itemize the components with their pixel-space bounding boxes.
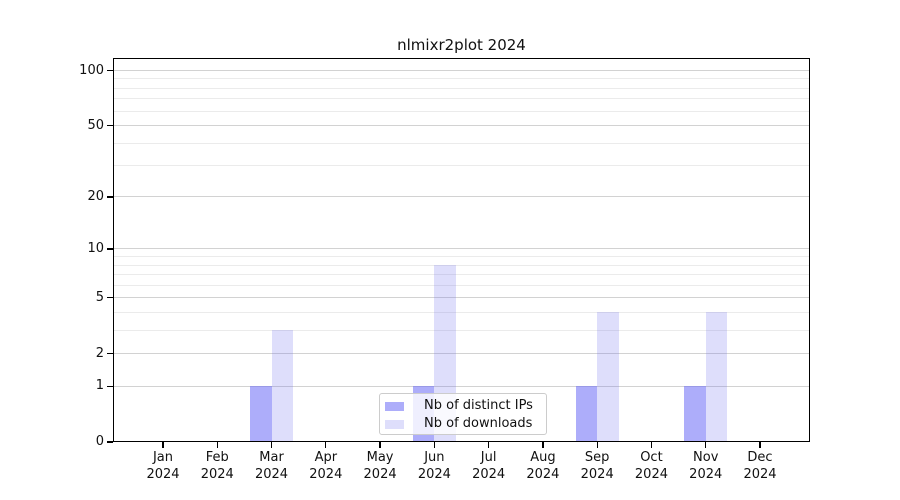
- bar-distinct-ips: [250, 386, 272, 442]
- gridline-major: [113, 196, 810, 198]
- x-tick-year: 2024: [472, 466, 506, 482]
- x-tick-label: Apr 2024: [291, 450, 361, 483]
- x-tick-month: Dec: [747, 450, 773, 465]
- x-tick-label: Oct 2024: [616, 450, 686, 483]
- gridline-major: [113, 353, 810, 355]
- x-tick-mark: [433, 442, 435, 448]
- legend-swatch: [385, 401, 404, 411]
- gridline-minor: [113, 87, 810, 89]
- y-tick-label: 0: [95, 434, 104, 449]
- x-tick-month: May: [366, 450, 394, 465]
- bar-downloads: [271, 330, 294, 442]
- x-tick-label: Nov 2024: [671, 450, 741, 483]
- gridline-minor: [113, 78, 810, 80]
- y-tick-mark: [107, 196, 113, 198]
- x-tick-month: Jun: [424, 450, 445, 465]
- gridline-major: [113, 297, 810, 299]
- x-tick-mark: [487, 442, 490, 448]
- x-tick-year: 2024: [689, 466, 723, 482]
- x-tick-year: 2024: [634, 466, 668, 482]
- y-tick-mark: [107, 69, 113, 72]
- x-tick-label: Jun 2024: [399, 450, 469, 483]
- x-tick-label: Feb 2024: [182, 450, 252, 483]
- gridline-minor: [113, 311, 810, 313]
- x-tick-mark: [270, 442, 273, 448]
- x-tick-mark: [162, 442, 164, 448]
- x-tick-month: Jul: [480, 450, 497, 465]
- x-tick-year: 2024: [580, 466, 614, 482]
- gridline-minor: [113, 329, 810, 331]
- x-tick-month: Jan: [152, 450, 174, 465]
- bar-distinct-ips: [684, 386, 706, 442]
- x-tick-mark: [650, 442, 653, 448]
- gridline-minor: [113, 284, 810, 286]
- x-tick-label: Aug 2024: [508, 450, 578, 483]
- x-tick-year: 2024: [146, 466, 180, 482]
- x-tick-year: 2024: [200, 466, 234, 482]
- x-tick-month: Nov: [693, 450, 719, 465]
- gridline-major: [113, 385, 810, 387]
- gridline-minor: [113, 165, 810, 167]
- y-tick-mark: [107, 352, 113, 355]
- x-tick-month: Aug: [530, 450, 556, 465]
- x-tick-label: Sep 2024: [562, 450, 632, 483]
- bar-downloads: [597, 312, 619, 442]
- gridline-minor: [113, 256, 810, 258]
- x-tick-label: May 2024: [345, 450, 415, 483]
- y-tick-label: 100: [79, 62, 104, 78]
- y-tick-mark: [107, 248, 113, 250]
- x-tick-year: 2024: [309, 466, 343, 482]
- y-tick-label: 2: [95, 345, 104, 361]
- legend: Nb of distinct IPs Nb of downloads: [379, 393, 547, 435]
- x-tick-year: 2024: [363, 466, 397, 482]
- y-tick-label: 50: [87, 117, 104, 133]
- legend-label: Nb of downloads: [424, 416, 533, 431]
- x-tick-mark: [705, 442, 707, 448]
- x-tick-year: 2024: [743, 466, 777, 482]
- gridline-minor: [113, 274, 810, 276]
- y-tick-mark: [107, 385, 113, 387]
- legend-row: Nb of distinct IPs: [385, 397, 538, 415]
- gridline-major: [113, 248, 810, 250]
- x-tick-mark: [379, 442, 381, 448]
- y-tick-label: 5: [95, 289, 104, 305]
- legend-row: Nb of downloads: [385, 415, 538, 433]
- x-tick-mark: [216, 442, 218, 448]
- bar-distinct-ips: [575, 386, 598, 442]
- y-tick-mark: [107, 441, 113, 443]
- x-tick-year: 2024: [417, 466, 451, 482]
- y-tick-mark: [107, 124, 113, 127]
- legend-label: Nb of distinct IPs: [424, 398, 533, 413]
- y-tick-mark: [107, 297, 113, 299]
- x-tick-month: Sep: [584, 450, 610, 465]
- x-tick-mark: [596, 442, 598, 448]
- y-tick-label: 1: [95, 378, 104, 394]
- gridline-minor: [113, 264, 810, 266]
- x-tick-month: Mar: [259, 450, 284, 465]
- x-tick-mark: [542, 442, 544, 448]
- gridline-major: [113, 125, 810, 127]
- gridline-minor: [113, 98, 810, 100]
- legend-swatch: [385, 419, 404, 429]
- x-tick-month: Oct: [640, 450, 663, 465]
- y-tick-label: 20: [87, 188, 104, 204]
- x-tick-year: 2024: [254, 466, 289, 482]
- x-tick-month: Apr: [314, 450, 338, 465]
- x-tick-mark: [325, 442, 327, 448]
- y-tick-label: 10: [87, 240, 104, 256]
- x-tick-label: Dec 2024: [725, 450, 795, 483]
- gridline-major: [113, 70, 810, 72]
- bar-downloads: [705, 312, 728, 442]
- chart-title: nlmixr2plot 2024: [397, 36, 526, 54]
- x-tick-year: 2024: [526, 466, 560, 482]
- x-tick-label: Jan 2024: [128, 450, 198, 483]
- gridline-minor: [113, 142, 810, 144]
- x-tick-label: Mar 2024: [237, 450, 307, 483]
- gridline-minor: [113, 110, 810, 112]
- x-tick-mark: [759, 442, 761, 448]
- x-tick-label: Jul 2024: [454, 450, 524, 483]
- x-tick-month: Feb: [205, 450, 229, 465]
